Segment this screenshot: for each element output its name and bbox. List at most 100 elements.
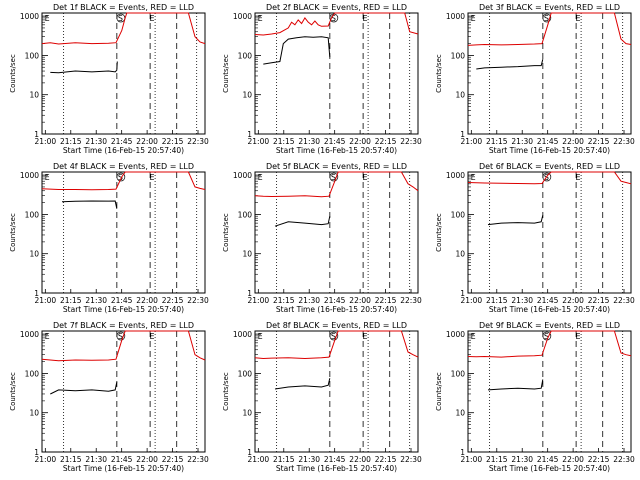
y-axis-label: Counts/sec	[222, 54, 230, 93]
x-axis-label: Start Time (16-Feb-15 20:57:40)	[276, 146, 397, 155]
x-tick-label: 21:45	[111, 296, 133, 305]
x-tick-label: 22:15	[588, 455, 610, 464]
lld-series-line	[467, 12, 632, 46]
y-axis-label: Counts/sec	[435, 54, 443, 93]
y-axis-label: Counts/sec	[9, 54, 17, 93]
y-tick-label: 1000	[20, 171, 39, 180]
x-tick-label: 22:30	[400, 137, 422, 146]
x-tick-label: 21:00	[248, 137, 270, 146]
plot-frame	[467, 12, 632, 135]
event-marker-label: E	[471, 332, 476, 341]
x-tick-label: 22:00	[136, 296, 158, 305]
y-tick-label: 100	[25, 51, 40, 60]
events-series-line	[476, 59, 544, 70]
x-tick-label: 21:00	[461, 296, 483, 305]
y-tick-label: 100	[451, 210, 466, 219]
x-tick-label: 22:00	[349, 296, 371, 305]
events-series-line	[274, 378, 331, 390]
x-tick-label: 21:45	[111, 137, 133, 146]
event-marker-label: S	[118, 173, 123, 182]
event-marker-label: E	[258, 332, 263, 341]
y-axis-label: Counts/sec	[222, 372, 230, 411]
x-tick-label: 22:30	[400, 296, 422, 305]
lld-series-line	[467, 171, 632, 185]
x-tick-label: 21:00	[461, 455, 483, 464]
x-tick-label: 21:15	[60, 137, 82, 146]
event-marker-label: E	[149, 332, 154, 341]
lld-series-line	[467, 330, 632, 358]
y-tick-label: 1000	[233, 171, 252, 180]
y-tick-label: 100	[451, 51, 466, 60]
x-axis-label: Start Time (16-Feb-15 20:57:40)	[489, 146, 610, 155]
x-tick-label: 21:45	[537, 296, 559, 305]
x-tick-label: 22:15	[588, 137, 610, 146]
x-tick-label: 22:15	[162, 296, 184, 305]
event-marker-label: S	[544, 14, 549, 23]
x-tick-label: 22:15	[375, 137, 397, 146]
plot-frame	[254, 330, 419, 453]
y-tick-label: 1	[247, 130, 252, 139]
x-tick-label: 21:15	[486, 455, 508, 464]
y-tick-label: 1	[34, 289, 39, 298]
event-marker-circle	[329, 331, 339, 341]
event-marker-label: S	[118, 332, 123, 341]
event-marker-circle	[542, 172, 552, 182]
event-marker-label: E	[575, 173, 580, 182]
x-tick-label: 21:45	[537, 137, 559, 146]
x-tick-label: 21:45	[111, 455, 133, 464]
x-tick-label: 21:15	[60, 296, 82, 305]
y-axis-label: Counts/sec	[435, 213, 443, 252]
x-tick-label: 22:00	[136, 137, 158, 146]
x-tick-label: 21:30	[511, 296, 533, 305]
y-tick-label: 1	[460, 130, 465, 139]
y-tick-label: 10	[29, 91, 39, 100]
x-tick-label: 22:15	[588, 296, 610, 305]
x-tick-label: 22:00	[349, 455, 371, 464]
event-marker-label: E	[149, 14, 154, 23]
events-series-line	[487, 379, 544, 391]
x-axis-label: Start Time (16-Feb-15 20:57:40)	[276, 464, 397, 473]
x-axis-label: Start Time (16-Feb-15 20:57:40)	[489, 305, 610, 314]
x-tick-label: 21:45	[537, 455, 559, 464]
chart-title: Det 6f BLACK = Events, RED = LLD	[479, 162, 620, 171]
x-tick-label: 21:45	[324, 137, 346, 146]
x-tick-label: 21:30	[85, 296, 107, 305]
y-tick-label: 1	[460, 289, 465, 298]
event-marker-label: S	[331, 173, 336, 182]
x-tick-label: 21:15	[273, 137, 295, 146]
x-axis-label: Start Time (16-Feb-15 20:57:40)	[63, 305, 184, 314]
chart-title: Det 3f BLACK = Events, RED = LLD	[479, 3, 620, 12]
y-tick-label: 10	[455, 91, 465, 100]
y-tick-label: 1000	[446, 171, 465, 180]
chart-title: Det 2f BLACK = Events, RED = LLD	[266, 3, 407, 12]
x-tick-label: 21:30	[298, 455, 320, 464]
x-tick-label: 22:00	[136, 455, 158, 464]
chart-title: Det 5f BLACK = Events, RED = LLD	[266, 162, 407, 171]
lld-series-line	[254, 12, 419, 36]
event-marker-label: E	[45, 14, 50, 23]
y-tick-label: 100	[238, 51, 253, 60]
y-tick-label: 100	[25, 369, 40, 378]
chart-title: Det 4f BLACK = Events, RED = LLD	[53, 162, 194, 171]
x-axis-label: Start Time (16-Feb-15 20:57:40)	[63, 464, 184, 473]
event-marker-label: E	[575, 332, 580, 341]
event-marker-circle	[116, 331, 126, 341]
x-tick-label: 21:00	[35, 296, 57, 305]
events-series-line	[50, 381, 118, 395]
y-tick-label: 1	[247, 448, 252, 457]
event-marker-label: S	[118, 14, 123, 23]
x-tick-label: 22:15	[375, 455, 397, 464]
x-tick-label: 21:15	[486, 137, 508, 146]
x-tick-label: 21:00	[35, 137, 57, 146]
x-tick-label: 21:15	[486, 296, 508, 305]
chart-title: Det 7f BLACK = Events, RED = LLD	[53, 321, 194, 330]
y-tick-label: 100	[451, 369, 466, 378]
y-axis-label: Counts/sec	[9, 372, 17, 411]
x-tick-label: 22:00	[562, 455, 584, 464]
events-series-line	[263, 36, 331, 65]
